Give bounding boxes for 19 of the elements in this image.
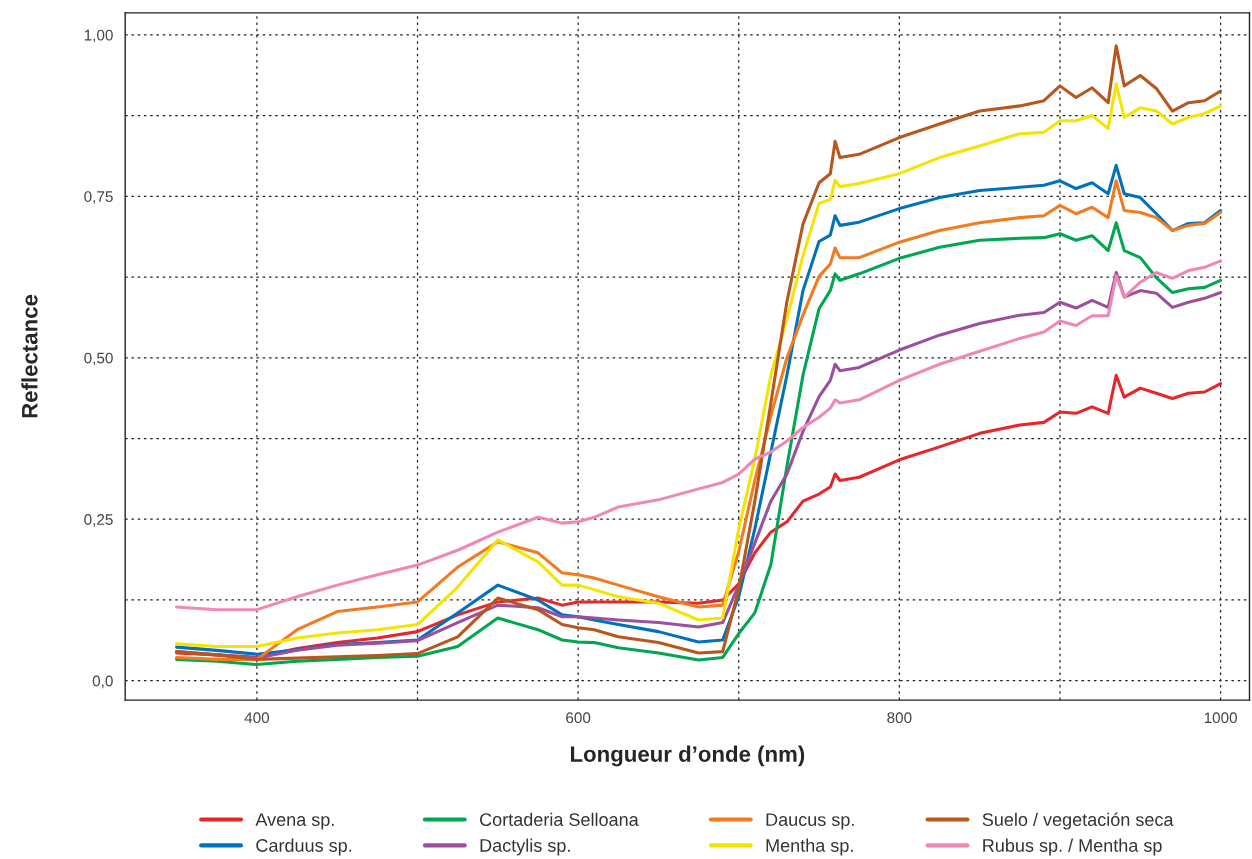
x-axis-title: Longueur d’onde (nm) [570, 745, 805, 767]
legend-label: Carduus sp. [256, 838, 352, 856]
y-tick-label: 0,50 [84, 352, 113, 366]
y-tick-label: 0,25 [84, 514, 113, 527]
legend-label: Suelo / vegetación seca [982, 812, 1174, 830]
legend-label: Rubus sp. / Mentha sp [983, 838, 1162, 856]
legend-label: Daucus sp. [766, 813, 854, 830]
y-axis-title: Reflectance [21, 294, 38, 418]
x-tick-label: 1000 [1204, 712, 1237, 724]
x-tick-label: 600 [566, 712, 591, 724]
legend-label: Dactylis sp. [480, 838, 570, 856]
y-tick-label: 0,0 [92, 675, 113, 689]
legend-label: Avena sp. [255, 813, 334, 830]
y-tick-label: 1,00 [84, 29, 113, 43]
legend-label: Mentha sp. [766, 838, 853, 856]
x-tick-label: 800 [887, 712, 912, 724]
x-tick-label: 400 [244, 712, 270, 724]
y-tick-label: 0,75 [84, 191, 113, 204]
legend-label: Cortaderia Selloana [480, 812, 639, 827]
